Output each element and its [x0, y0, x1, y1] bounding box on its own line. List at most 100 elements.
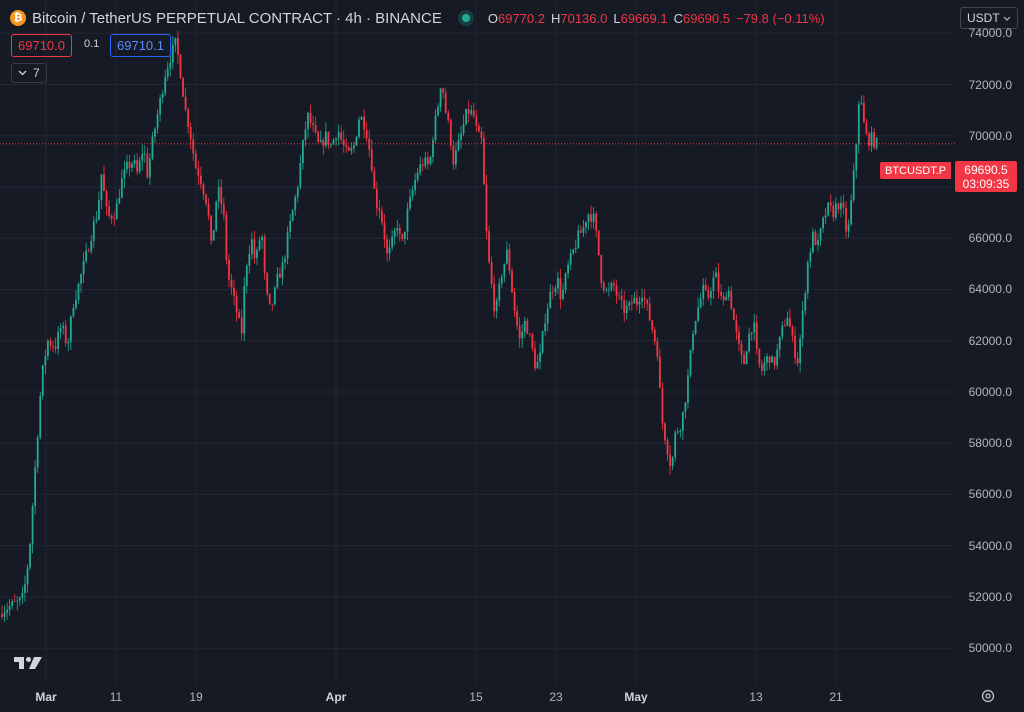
candle-body — [483, 137, 485, 185]
candle-body — [457, 140, 460, 151]
candle-body — [732, 308, 735, 320]
candle — [388, 239, 391, 261]
candle — [18, 596, 21, 606]
chevron-down-icon — [1003, 16, 1011, 21]
candle-body — [317, 132, 320, 143]
candle — [312, 115, 314, 133]
candle-body — [786, 317, 789, 326]
candle-body — [189, 126, 192, 140]
candle-body — [592, 213, 595, 222]
high-value: 70136.0 — [560, 10, 608, 26]
candle-body — [513, 292, 516, 312]
candle — [860, 95, 863, 106]
tradingview-logo-icon[interactable] — [14, 655, 44, 671]
candle-body — [615, 285, 618, 296]
candle — [309, 104, 312, 128]
candle-body — [100, 174, 103, 201]
symbol-title[interactable]: Bitcoin / TetherUS PERPETUAL CONTRACT · … — [32, 9, 442, 27]
candle — [546, 303, 549, 332]
candle-body — [398, 227, 401, 234]
candle — [230, 273, 233, 295]
candle-body — [684, 402, 687, 412]
candle — [745, 350, 748, 365]
candle-body — [202, 184, 205, 195]
candle — [159, 94, 161, 122]
candle-body — [449, 120, 452, 146]
candle — [378, 200, 381, 219]
candle — [353, 141, 355, 154]
candle-body — [590, 214, 592, 222]
candle-body — [248, 254, 251, 266]
candle-body — [342, 139, 345, 146]
buy-button[interactable]: 69710.1 — [110, 34, 171, 57]
candle — [748, 327, 751, 354]
candle — [174, 37, 177, 53]
candle-body — [554, 288, 557, 293]
candle — [467, 100, 470, 123]
candle-body — [577, 230, 580, 248]
candle-body — [146, 153, 149, 178]
candle — [248, 245, 251, 274]
market-open-icon — [461, 14, 470, 22]
candle-body — [235, 295, 238, 313]
candle — [82, 252, 85, 284]
candle-body — [358, 119, 360, 137]
candle-body — [276, 273, 279, 288]
candle-body — [812, 231, 814, 253]
candle — [817, 233, 819, 252]
candle-body — [605, 289, 608, 291]
sell-button[interactable]: 69710.0 — [11, 34, 72, 57]
candle-body — [829, 202, 832, 206]
candle-body — [656, 341, 659, 357]
candle-body — [495, 300, 498, 312]
candle — [829, 194, 832, 212]
candle — [493, 275, 496, 318]
candle-body — [1, 614, 3, 617]
candle — [54, 337, 57, 354]
candle-body — [98, 200, 100, 220]
close-value: 69690.5 — [682, 10, 730, 26]
last-price-value: 69690.5 — [964, 162, 1008, 177]
candle — [370, 139, 373, 173]
candle — [80, 273, 82, 293]
indicators-toggle-button[interactable]: 7 — [11, 63, 47, 83]
currency-select[interactable]: USDT — [960, 7, 1018, 29]
time-tick-label: 13 — [749, 690, 763, 704]
grid-lines — [0, 0, 955, 684]
candle-body — [664, 423, 666, 441]
candle — [149, 153, 151, 185]
symbol-price-label: BTCUSDT.P — [880, 162, 952, 179]
candle — [789, 308, 791, 328]
candle — [205, 193, 207, 207]
candle-body — [113, 218, 116, 220]
price-tick-label: 58000.0 — [968, 436, 1012, 451]
candle-body — [26, 567, 29, 585]
candle-body — [261, 236, 263, 241]
candle-body — [539, 352, 541, 363]
candle — [840, 196, 842, 218]
candle-body — [49, 340, 52, 346]
candle — [166, 61, 169, 82]
candle-body — [755, 322, 758, 349]
candle — [738, 325, 740, 352]
candle — [110, 213, 113, 225]
candle-body — [391, 236, 394, 248]
candle-body — [687, 375, 689, 403]
candle-body — [215, 201, 218, 230]
candle-body — [177, 37, 179, 56]
candle-body — [8, 605, 11, 610]
candle-body — [817, 240, 819, 246]
candle — [666, 437, 669, 462]
candle-body — [115, 203, 118, 220]
candle — [615, 280, 618, 305]
candle-body — [493, 283, 496, 312]
candle — [715, 267, 717, 278]
candle-body — [697, 307, 700, 321]
candle — [69, 315, 72, 350]
candle-body — [256, 249, 258, 259]
gear-icon[interactable] — [980, 688, 996, 704]
candle-body — [294, 196, 297, 211]
candle — [373, 166, 376, 190]
candle-body — [485, 184, 488, 231]
